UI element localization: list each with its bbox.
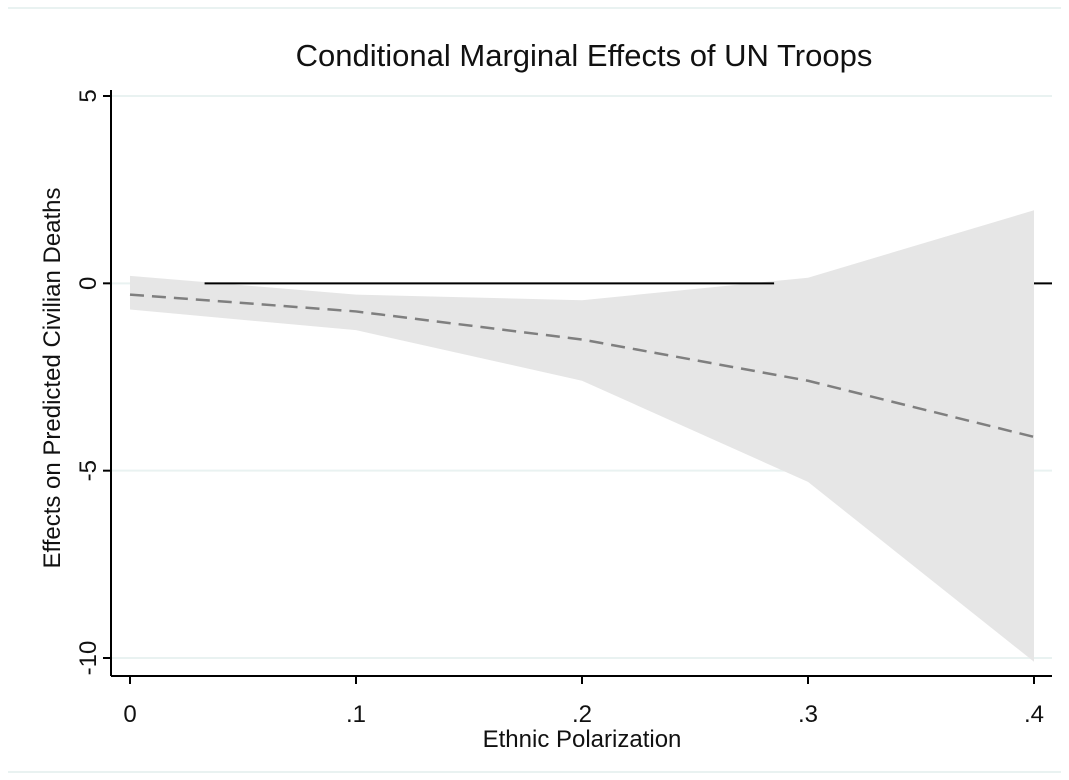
axes: [103, 90, 1052, 684]
estimate-line: [129, 293, 1035, 439]
series-line-layer: [129, 293, 1035, 439]
y-tick-label: -10: [75, 641, 102, 676]
y-tick-label: -5: [75, 460, 102, 481]
confidence-band: [130, 210, 1034, 662]
x-tick-label: .2: [572, 701, 592, 728]
chart-title: Conditional Marginal Effects of UN Troop…: [296, 38, 873, 73]
x-tick-label: .3: [798, 701, 818, 728]
tick-labels: -10 -5 0 5 0 .1 .2 .3 .4: [75, 89, 1044, 728]
x-tick-label: .1: [346, 701, 366, 728]
confidence-band-layer: [130, 210, 1034, 662]
x-tick-label: 0: [123, 701, 136, 728]
y-tick-label: 0: [75, 277, 102, 290]
y-tick-label: 5: [75, 89, 102, 102]
x-tick-label: .4: [1024, 701, 1044, 728]
x-axis-label: Ethnic Polarization: [483, 726, 682, 753]
grid-lines: [8, 7, 1061, 773]
y-axis-label: Effects on Predicted Civilian Deaths: [39, 187, 66, 568]
